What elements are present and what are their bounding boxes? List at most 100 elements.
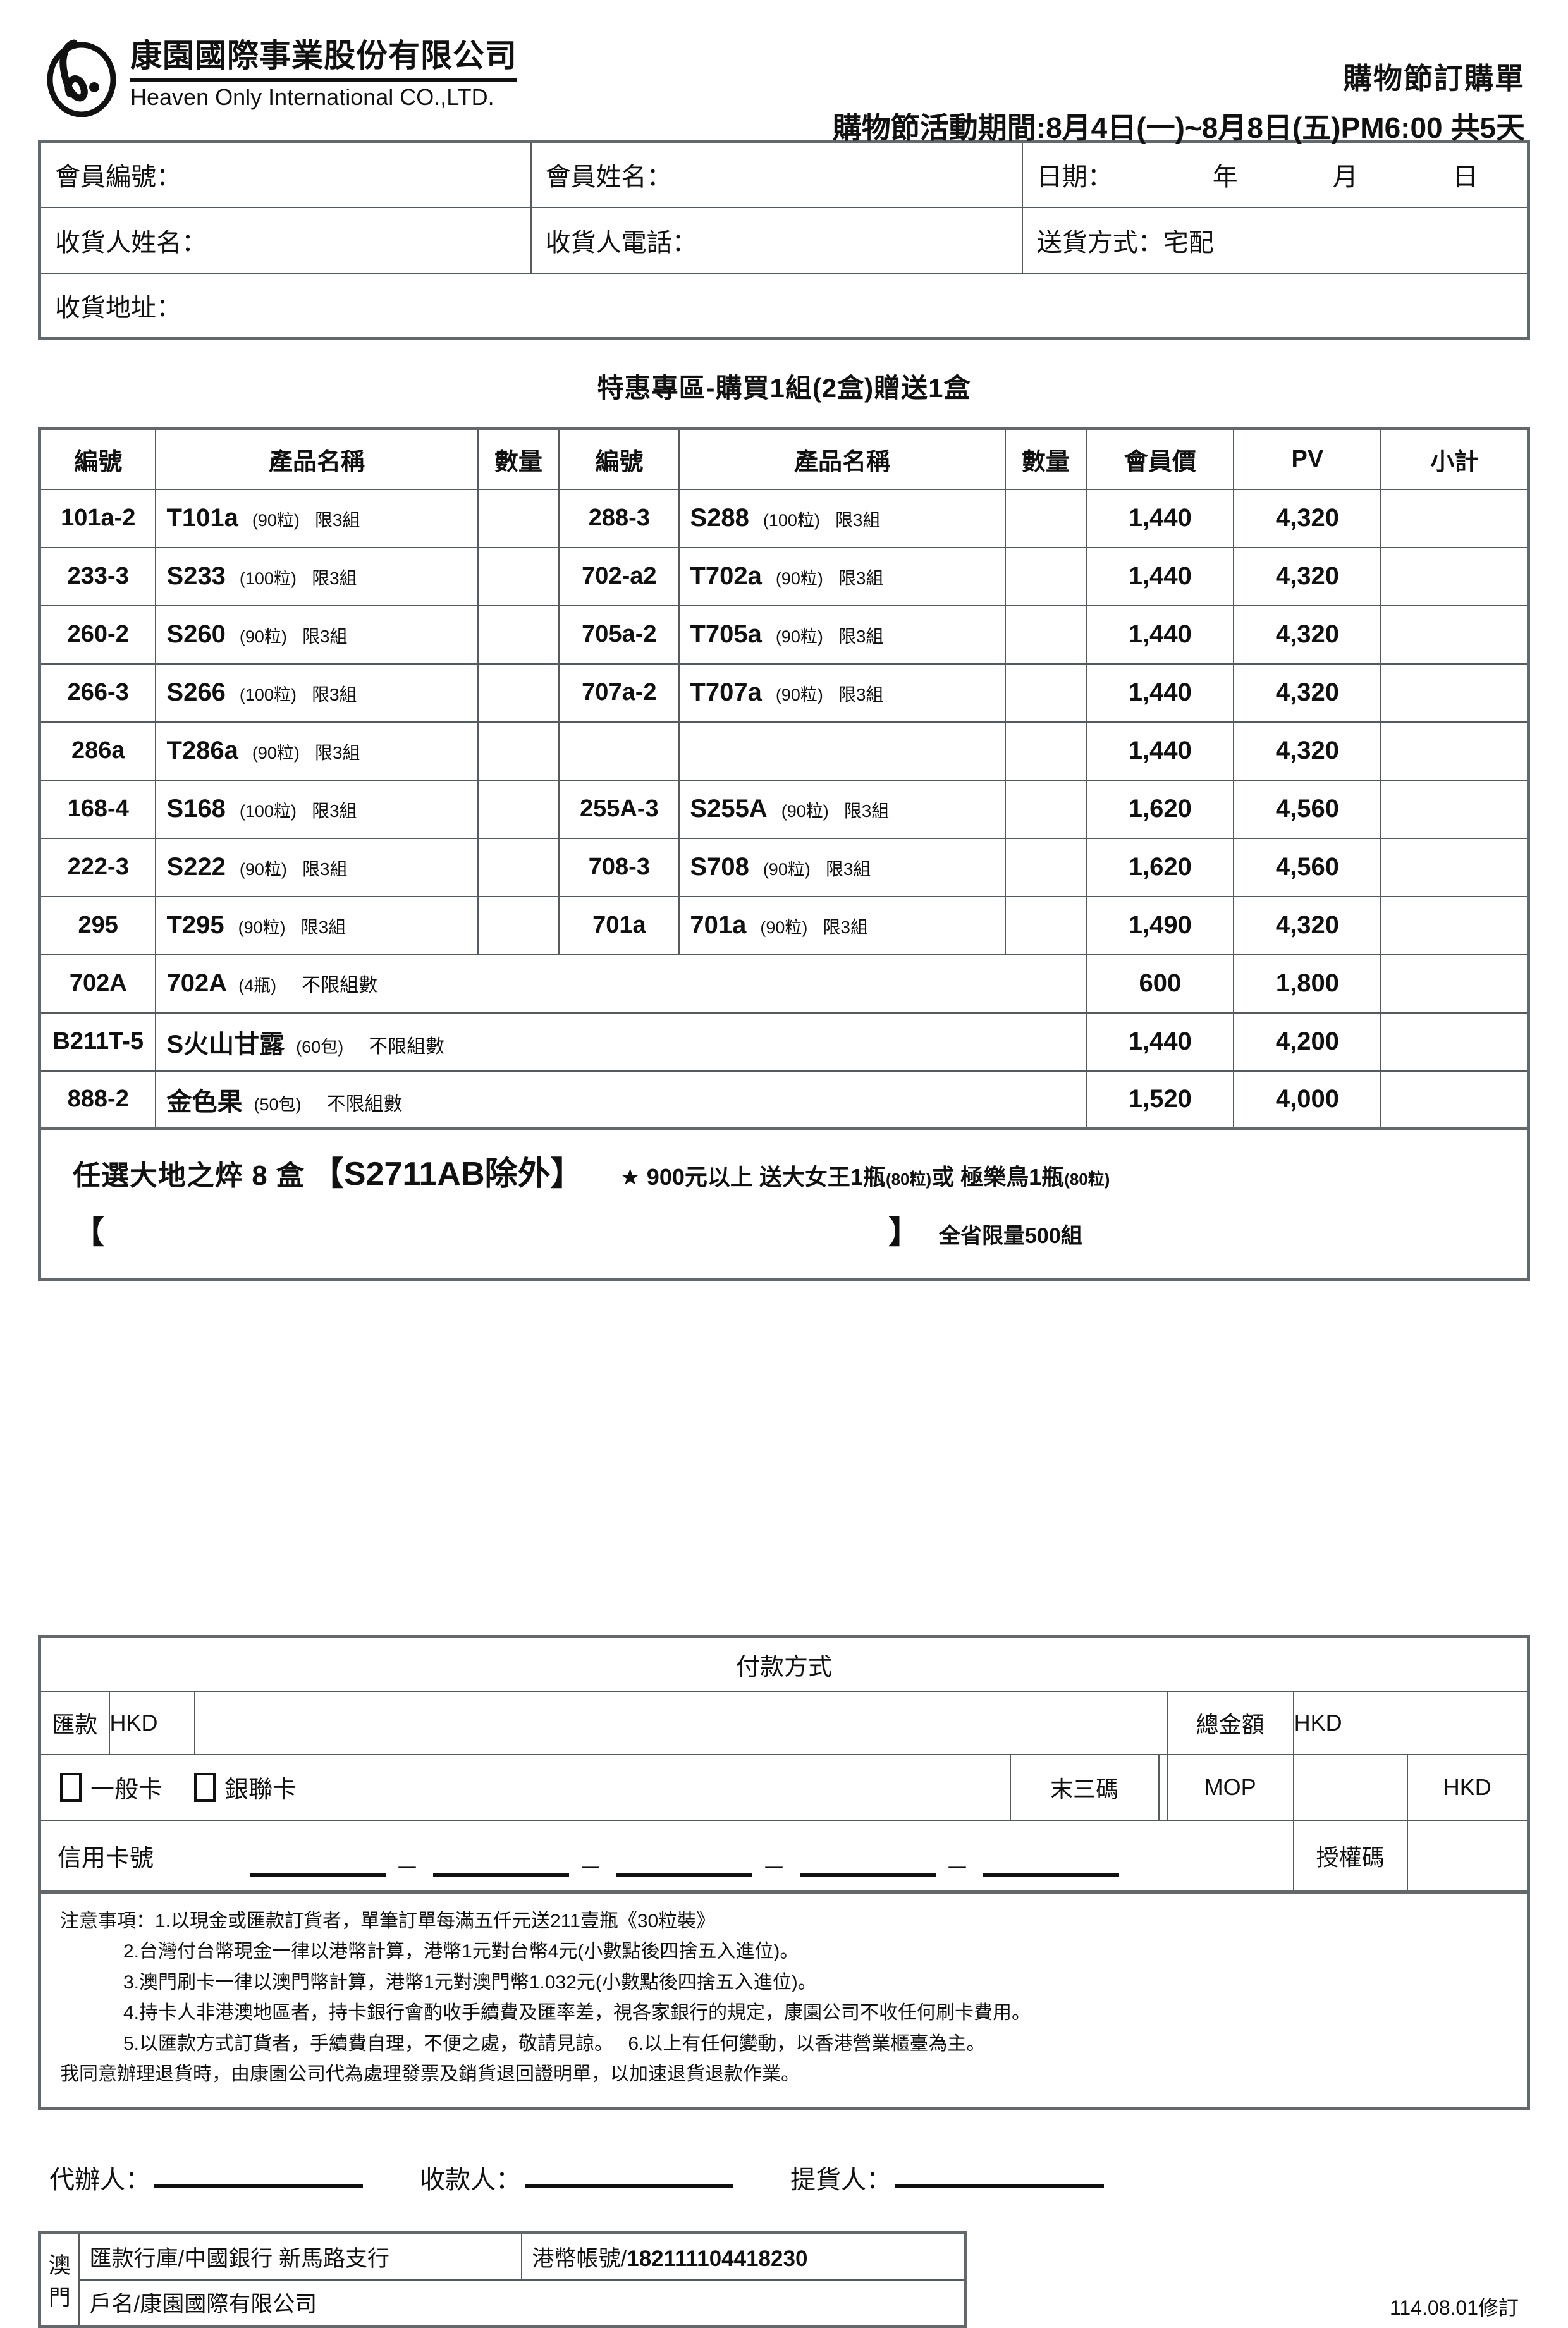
quantity-input-2[interactable]	[1004, 546, 1087, 606]
product-size-2: (90粒)	[781, 802, 829, 821]
pv-value: 4,320	[1233, 604, 1382, 665]
last3-input[interactable]	[1158, 1753, 1168, 1821]
pv-value: 4,320	[1233, 895, 1382, 955]
quantity-input-2[interactable]	[1004, 663, 1087, 723]
subtotal-input[interactable]	[1380, 604, 1529, 665]
subtotal-input[interactable]	[1380, 895, 1529, 955]
quantity-input-2[interactable]	[1004, 488, 1087, 548]
product-code-2: 702-a2	[558, 546, 680, 606]
subtotal-input[interactable]	[1380, 837, 1529, 897]
product-name-cell-2: S708 (90粒) 限3組	[678, 837, 1006, 897]
quantity-input-2[interactable]	[1004, 837, 1087, 897]
product-code-2: 701a	[558, 895, 680, 955]
total-amount-input[interactable]: HKD	[1292, 1690, 1529, 1755]
region-label: 澳 門	[39, 2232, 80, 2327]
member-name-field[interactable]: 會員姓名：	[530, 140, 1023, 208]
quantity-input-2[interactable]	[1004, 779, 1087, 839]
region-char-1: 澳	[48, 2253, 71, 2278]
delivery-method-field[interactable]: 送貨方式：宅配	[1021, 206, 1529, 274]
promo-bracket-open: 【	[73, 1215, 104, 1250]
product-size-2: (90粒)	[775, 627, 823, 646]
receiver-name-field[interactable]: 收貨人姓名：	[39, 206, 532, 274]
product-size: (90粒)	[238, 918, 286, 937]
col-header-code1: 編號	[39, 427, 157, 490]
product-name: T295	[166, 911, 224, 939]
product-size-2: (90粒)	[775, 569, 823, 588]
table-row: 一般卡 銀聯卡 末三碼 MOP HKD	[39, 1753, 1529, 1821]
subtotal-input[interactable]	[1380, 1070, 1529, 1130]
table-row: 260-2 S260 (90粒) 限3組 705a-2 T705a (90粒) …	[39, 604, 1529, 665]
bank-info-section: 澳 門 匯款行庫/中國銀行 新馬路支行 港幣帳號/182111104418230…	[38, 2231, 1530, 2328]
receiver-address-field[interactable]: 收貨地址：	[39, 272, 1529, 340]
subtotal-input[interactable]	[1380, 779, 1529, 839]
promo-notes-box: 任選大地之焠 8 盒 【S2711AB除外】 ★ 900元以上 送大女王1瓶 (8…	[38, 1130, 1530, 1281]
label-unionpay-card: 銀聯卡	[224, 1777, 297, 1803]
promo-gift-size-1: (80粒)	[885, 1170, 932, 1189]
pv-value: 4,320	[1233, 546, 1382, 606]
total-currency: HKD	[1294, 1709, 1342, 1736]
quantity-input[interactable]	[477, 663, 560, 723]
subtotal-input[interactable]	[1380, 953, 1529, 1014]
product-name-2: T702a	[690, 562, 762, 590]
quantity-input[interactable]	[477, 546, 560, 606]
product-limit-2: 限3組	[825, 859, 871, 879]
note-line-3: 3.澳門刷卡一律以澳門幣計算，港幣1元對澳門幣1.032元(小數點後四捨五入進位…	[123, 1971, 817, 1993]
col-header-subtotal: 小計	[1380, 427, 1529, 490]
mop-amount-input[interactable]	[1292, 1753, 1408, 1821]
quantity-input-2[interactable]	[1004, 604, 1087, 665]
revision-date: 114.08.01修訂	[1390, 2296, 1519, 2320]
product-name-cell: T101a (90粒) 限3組	[155, 488, 479, 548]
company-name-cn: 康園國際事業股份有限公司	[130, 38, 517, 74]
product-size: (100粒)	[239, 802, 297, 821]
product-size: (90粒)	[252, 511, 300, 530]
product-code: 702A	[39, 953, 157, 1014]
signature-agent[interactable]: 代辦人：	[49, 2159, 363, 2196]
product-size-2: (90粒)	[763, 860, 811, 879]
product-name-cell: S260 (90粒) 限3組	[155, 604, 479, 665]
promo-bundle-text: 任選大地之焠 8 盒	[73, 1160, 305, 1191]
checkbox-unionpay-card[interactable]	[194, 1772, 216, 1802]
product-size: (100粒)	[239, 569, 297, 588]
product-name-cell-wide: 金色果 (50包) 不限組數	[155, 1070, 1087, 1130]
remit-amount-input[interactable]	[193, 1690, 1168, 1755]
quantity-input[interactable]	[477, 837, 560, 897]
product-limit-2: 限3組	[838, 568, 884, 588]
subtotal-input[interactable]	[1380, 546, 1529, 606]
promo-bracket-close: 】	[888, 1215, 920, 1250]
product-name: S222	[166, 853, 226, 881]
credit-card-label: 信用卡號	[58, 1845, 154, 1872]
cc-dash-4: －	[945, 1855, 970, 1882]
signature-cashier[interactable]: 收款人：	[420, 2159, 733, 2196]
signature-agent-label: 代辦人：	[49, 2166, 150, 2195]
member-price: 1,440	[1086, 663, 1235, 723]
quantity-input-2[interactable]	[1004, 895, 1087, 955]
company-logo-icon	[47, 39, 116, 117]
product-limit: 不限組數	[369, 1036, 445, 1057]
member-id-field[interactable]: 會員編號：	[39, 140, 532, 208]
auth-code-input[interactable]	[1406, 1819, 1529, 1892]
quantity-input[interactable]	[477, 721, 560, 781]
member-price: 1,440	[1086, 604, 1235, 665]
product-name-cell-2	[678, 721, 1006, 781]
signature-receiver[interactable]: 提貨人：	[790, 2159, 1104, 2196]
quantity-input-2[interactable]	[1004, 721, 1087, 781]
checkbox-general-card[interactable]	[60, 1772, 82, 1802]
receiver-phone-field[interactable]: 收貨人電話：	[530, 206, 1023, 274]
quantity-input[interactable]	[477, 488, 560, 548]
subtotal-input[interactable]	[1380, 488, 1529, 548]
product-limit: 限3組	[311, 568, 357, 588]
table-row: 101a-2 T101a (90粒) 限3組 288-3 S288 (100粒)…	[39, 488, 1529, 548]
quantity-input[interactable]	[477, 604, 560, 665]
subtotal-input[interactable]	[1380, 721, 1529, 781]
quantity-input[interactable]	[477, 895, 560, 955]
order-date-field[interactable]: 日期： 年 月 日	[1021, 140, 1529, 208]
product-size: (100粒)	[239, 685, 297, 704]
bank-account-cell: 港幣帳號/182111104418230	[520, 2232, 967, 2281]
subtotal-input[interactable]	[1380, 663, 1529, 723]
subtotal-input[interactable]	[1380, 1012, 1529, 1072]
col-header-code2: 編號	[558, 427, 680, 490]
table-row: 會員編號： 會員姓名： 日期： 年 月 日	[39, 140, 1529, 208]
quantity-input[interactable]	[477, 779, 560, 839]
product-code: 286a	[39, 721, 157, 781]
credit-card-number-cell[interactable]: 信用卡號 － － － －	[39, 1819, 1294, 1892]
